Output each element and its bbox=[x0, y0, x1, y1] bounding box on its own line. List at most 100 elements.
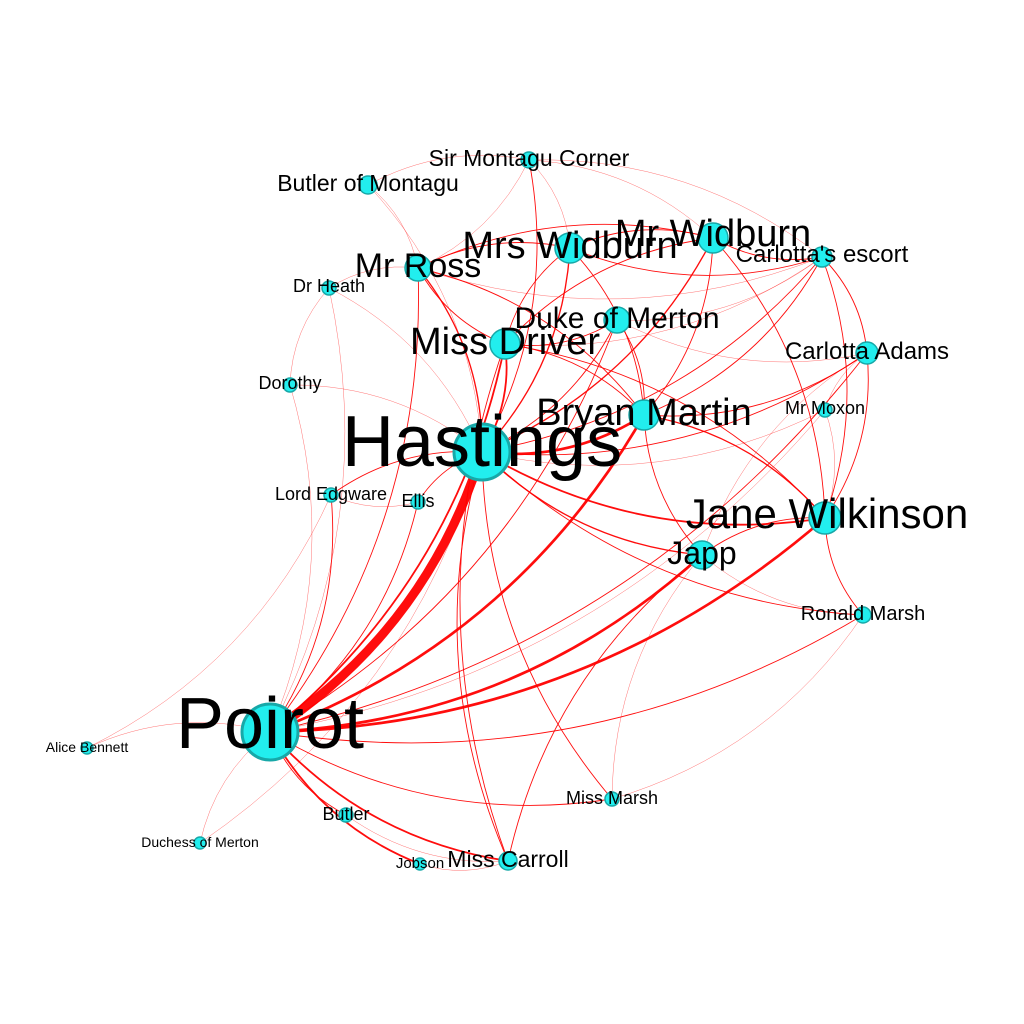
node-label-bryan: Bryan Martin bbox=[536, 392, 751, 434]
edge-hastings-escort bbox=[481, 256, 823, 453]
node-bryan[interactable] bbox=[628, 399, 660, 431]
edge-lordedgware-ellis bbox=[330, 494, 419, 507]
edge-japp-misscarroll bbox=[507, 554, 703, 862]
node-label-ellis: Ellis bbox=[401, 491, 434, 511]
node-label-butlermontagu: Butler of Montagu bbox=[277, 170, 459, 196]
edge-duke-escort bbox=[616, 256, 823, 321]
edge-hastings-carlotta bbox=[481, 352, 868, 456]
node-jobson[interactable] bbox=[413, 857, 427, 871]
node-alice[interactable] bbox=[80, 741, 94, 755]
node-escort[interactable] bbox=[811, 246, 833, 268]
edge-poirot-dorothy bbox=[269, 384, 313, 733]
edge-poirot-misscarroll bbox=[269, 731, 509, 862]
node-label-mrross: Mr Ross bbox=[355, 247, 482, 285]
node-label-mrmoxon: Mr Moxon bbox=[785, 398, 865, 418]
node-label-drheath: Dr Heath bbox=[293, 276, 365, 296]
edge-poirot-bryan bbox=[268, 413, 646, 734]
node-label-misscarroll: Miss Carroll bbox=[447, 846, 568, 872]
node-mrross[interactable] bbox=[404, 254, 432, 282]
node-mrswidburn[interactable] bbox=[554, 232, 586, 264]
edge-missdriver-misscarroll bbox=[459, 343, 509, 862]
edge-poirot-ellis bbox=[269, 501, 419, 733]
node-dorothy[interactable] bbox=[282, 377, 298, 393]
edge-butler-misscarroll bbox=[345, 814, 509, 862]
edge-hastings-jane bbox=[481, 451, 826, 526]
edge-poirot-hastings bbox=[265, 447, 487, 737]
edge-duke-carlotta bbox=[616, 319, 868, 363]
edge-hastings-japp bbox=[481, 451, 703, 556]
edge-bryan-mrross bbox=[417, 267, 645, 416]
node-missmarsh[interactable] bbox=[604, 791, 620, 807]
node-label-missmarsh: Miss Marsh bbox=[566, 788, 658, 808]
edge-hastings-ronald bbox=[481, 451, 864, 616]
edge-poirot-jane bbox=[268, 516, 827, 734]
node-mrwidburn[interactable] bbox=[697, 222, 729, 254]
node-label-hastings: Hastings bbox=[342, 402, 622, 482]
node-label-carlotta: Carlotta Adams bbox=[785, 338, 949, 365]
node-label-butler: Butler bbox=[322, 804, 369, 824]
node-lordedgware[interactable] bbox=[323, 487, 339, 503]
edge-bryan-escort bbox=[643, 256, 823, 416]
node-label-sirmontagu: Sir Montagu Corner bbox=[429, 145, 630, 171]
edge-hastings-sirmontagu bbox=[481, 159, 538, 453]
edge-jane-escort bbox=[821, 256, 848, 519]
edge-mrswidburn-escort bbox=[569, 247, 823, 276]
node-misscarroll[interactable] bbox=[498, 851, 518, 871]
node-label-jane: Jane Wilkinson bbox=[686, 490, 968, 537]
node-label-missdriver: Miss Driver bbox=[410, 321, 600, 363]
node-duke[interactable] bbox=[603, 306, 631, 334]
edge-missmarsh-ronald bbox=[611, 614, 864, 800]
edges-layer bbox=[86, 155, 869, 871]
node-duchess[interactable] bbox=[193, 836, 207, 850]
node-label-escort: Carlotta's escort bbox=[736, 241, 909, 268]
edge-poirot-mrross bbox=[269, 267, 419, 733]
edge-carlotta-japp bbox=[701, 352, 868, 556]
node-label-alice: Alice Bennett bbox=[46, 739, 129, 755]
edge-japp-missmarsh bbox=[611, 554, 703, 800]
node-label-dorothy: Dorothy bbox=[258, 373, 321, 393]
node-hastings[interactable] bbox=[452, 422, 512, 482]
node-sirmontagu[interactable] bbox=[520, 151, 538, 169]
edge-hastings-mrmoxon bbox=[481, 409, 826, 466]
labels-layer: Poirot Hastings Jane Wilkinson Bryan Martin… bbox=[46, 145, 968, 872]
node-butlermontagu[interactable] bbox=[358, 175, 378, 195]
edge-hastings-misscarroll bbox=[456, 451, 509, 862]
edge-carlotta-escort bbox=[821, 256, 868, 354]
edge-bryan-mrwidburn bbox=[643, 237, 714, 416]
edge-alice-lordedgware bbox=[86, 494, 332, 749]
node-mrmoxon[interactable] bbox=[817, 402, 833, 418]
node-carlotta[interactable] bbox=[855, 341, 879, 365]
edge-hastings-missmarsh bbox=[481, 451, 613, 800]
node-label-jobson: Jobson bbox=[396, 855, 444, 872]
node-label-japp: Japp bbox=[667, 535, 736, 571]
edge-escort-sirmontagu bbox=[528, 159, 823, 258]
edge-poirot-drheath bbox=[269, 287, 346, 733]
node-missdriver[interactable] bbox=[489, 328, 521, 360]
node-jane[interactable] bbox=[808, 501, 842, 535]
node-label-ronald: Ronald Marsh bbox=[801, 603, 926, 625]
edge-jane-missdriver bbox=[504, 343, 826, 519]
node-label-mrwidburn: Mr Widburn bbox=[615, 213, 811, 255]
edge-poirot-mrmoxon bbox=[269, 409, 826, 733]
node-ellis[interactable] bbox=[410, 494, 426, 510]
edge-mrswidburn-mrross bbox=[417, 242, 571, 269]
node-label-poirot: Poirot bbox=[176, 684, 364, 764]
edge-sirmontagu-butlermontagu bbox=[367, 155, 530, 186]
edge-mrwidburn-missdriver bbox=[504, 237, 714, 345]
edge-hastings-mrwidburn bbox=[481, 237, 714, 453]
node-japp[interactable] bbox=[687, 540, 717, 570]
node-butler[interactable] bbox=[338, 807, 354, 823]
edge-mrross-sirmontagu bbox=[417, 159, 530, 269]
edge-poirot-carlotta bbox=[269, 352, 868, 733]
edge-poirot-ronald bbox=[269, 614, 864, 744]
node-drheath[interactable] bbox=[321, 280, 337, 296]
node-ronald[interactable] bbox=[854, 606, 872, 624]
edge-mrwidburn-sirmontagu bbox=[528, 159, 714, 239]
edge-poirot-missmarsh bbox=[269, 731, 613, 806]
node-poirot[interactable] bbox=[240, 702, 300, 762]
edge-bryan-japp bbox=[643, 414, 703, 556]
edge-mrross-escort bbox=[417, 256, 823, 300]
edge-poirot-japp bbox=[268, 553, 704, 734]
nodes-layer bbox=[80, 151, 879, 871]
